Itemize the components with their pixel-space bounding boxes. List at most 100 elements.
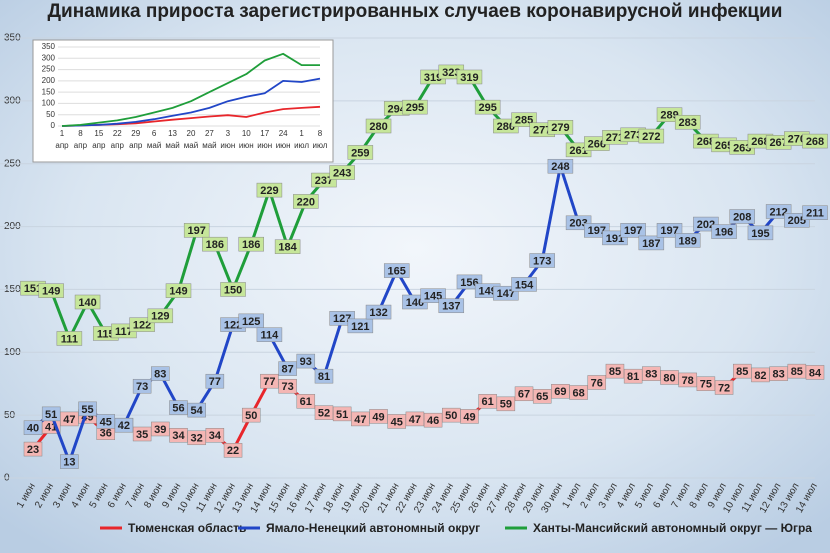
value-label-box [38,283,64,298]
value-label-box [496,396,516,412]
value-label: 268 [751,136,769,148]
value-label: 69 [554,386,566,398]
value-label-box [329,165,355,180]
legend-label: Тюменская область [128,521,246,535]
value-label: 83 [645,369,657,381]
value-label: 197 [660,225,678,237]
chart-title: Динамика прироста зарегистрированных слу… [48,1,783,22]
value-label: 195 [751,228,769,240]
x-tick-label: 1 апр [55,129,69,150]
value-label-box [60,454,79,469]
x-tick-label: 27 май [202,129,216,150]
value-label: 186 [242,239,260,251]
value-label: 115 [97,328,115,340]
value-label-box [587,375,607,390]
value-label: 149 [42,286,60,298]
value-label: 52 [318,408,330,420]
x-tick-label: 8 июл [313,129,328,150]
x-tick-label: 10 июн [239,129,254,150]
value-label-box [638,235,665,251]
value-label: 189 [679,235,697,247]
value-label: 32 [191,433,203,445]
y-tick-label: 200 [42,76,56,85]
value-label-box [278,361,297,376]
value-label-box [638,128,665,144]
value-label: 34 [209,430,222,442]
value-label: 40 [27,423,39,435]
value-label: 203 [569,218,587,230]
value-label: 35 [136,429,148,441]
value-label: 65 [536,391,548,403]
value-label: 283 [679,117,697,129]
value-label: 277 [533,125,551,137]
value-label: 132 [369,307,387,319]
value-label: 125 [242,316,260,328]
x-tick-label: 15 апр [92,129,106,150]
value-label: 147 [497,288,515,300]
value-label-box [729,209,756,224]
value-label-box [78,401,97,417]
value-label: 151 [24,283,42,295]
value-label: 187 [642,238,660,250]
value-label: 196 [715,227,733,239]
value-label: 150 [224,284,242,296]
value-label-box [183,223,210,238]
value-label: 248 [551,161,569,173]
value-label-box [365,118,392,134]
value-label-box [274,239,301,254]
value-label: 111 [61,333,78,345]
value-label: 75 [700,379,712,391]
value-label: 83 [773,369,785,381]
value-label: 46 [427,415,439,427]
value-label: 140 [78,297,96,309]
value-label-box [365,304,392,320]
value-label: 280 [369,121,387,133]
value-label: 39 [154,424,166,436]
value-label: 149 [478,286,496,298]
value-label: 122 [133,320,151,332]
value-label: 85 [609,366,621,378]
value-label: 186 [206,239,224,251]
value-label: 263 [733,142,751,154]
value-label: 140 [406,297,424,309]
value-label: 156 [460,277,478,289]
value-label-box [293,194,319,209]
value-label: 237 [315,175,333,187]
value-label: 271 [606,132,624,144]
value-label-box [147,308,174,324]
value-label: 280 [497,121,515,133]
value-label: 23 [27,444,39,456]
value-label: 205 [788,215,806,227]
value-label: 261 [569,145,587,157]
value-label: 114 [261,330,280,342]
value-label: 295 [478,102,496,114]
value-label: 268 [697,136,715,148]
value-label-box [402,99,428,115]
x-tick-label: 22 апр [111,129,125,150]
value-label-box [220,282,246,297]
value-label-box [223,443,243,458]
value-label: 76 [591,377,603,389]
x-tick-label: 17 июн [257,129,272,150]
value-label: 80 [663,372,675,384]
value-label: 73 [136,381,148,393]
value-label-box [383,263,410,278]
value-label-box [347,145,374,160]
value-label-box [438,298,465,314]
value-label: 68 [572,387,584,399]
value-label-box [547,120,574,135]
value-label: 267 [769,137,787,149]
value-label-box [747,225,774,241]
value-label: 34 [172,430,185,442]
value-label: 73 [281,381,293,393]
value-label-box [296,394,316,409]
value-label: 197 [187,225,205,237]
value-label: 56 [172,403,184,415]
value-label: 84 [809,367,822,379]
x-tick-label: 6 май [147,129,161,150]
x-tick-label: 20 май [184,129,198,150]
value-label: 184 [278,242,297,254]
value-label: 50 [445,410,457,422]
value-label-box [474,99,501,115]
